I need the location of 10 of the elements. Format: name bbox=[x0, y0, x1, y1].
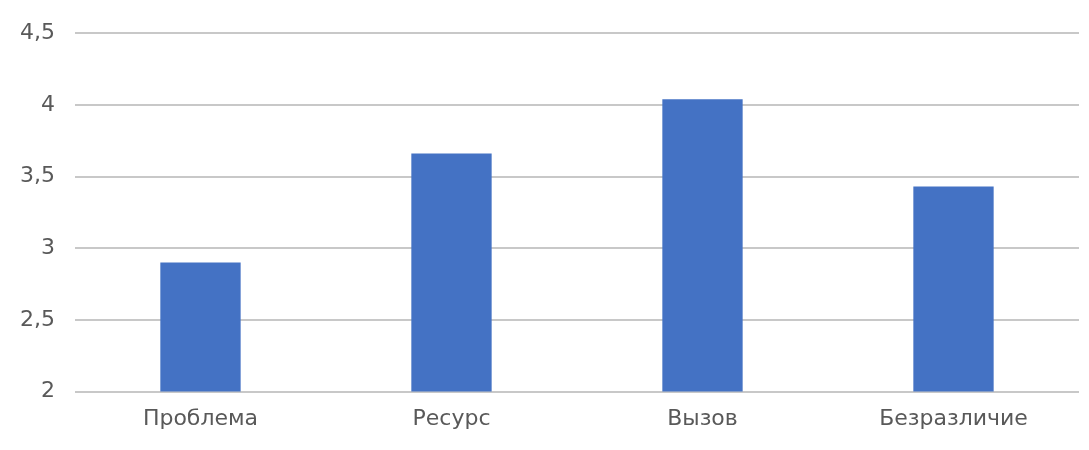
x-tick-label: Безразличие bbox=[879, 404, 1028, 430]
y-tick-label: 4,5 bbox=[19, 18, 55, 44]
y-tick-label: 2 bbox=[40, 377, 55, 403]
x-tick-label: Ресурс bbox=[412, 404, 491, 430]
y-tick-label: 3,5 bbox=[19, 162, 55, 188]
y-tick-label: 3 bbox=[40, 233, 55, 259]
y-tick-label: 2,5 bbox=[19, 305, 55, 331]
x-tick-label: Вызов bbox=[667, 404, 738, 430]
y-tick-label: 4 bbox=[40, 90, 55, 116]
x-tick-label: Проблема bbox=[142, 404, 259, 430]
